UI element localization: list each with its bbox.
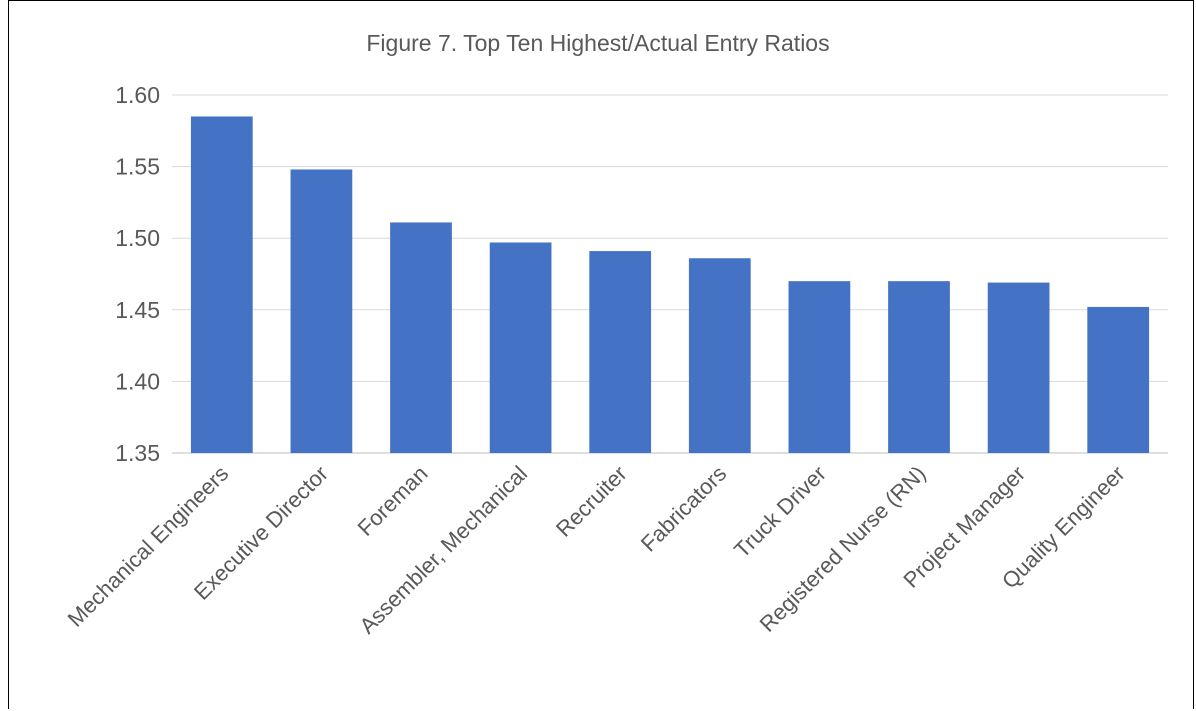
bar [589, 251, 652, 453]
x-category-label: Registered Nurse (RN) [755, 461, 931, 637]
x-category-label: Mechanical Engineers [63, 461, 234, 632]
x-category-label: Truck Driver [729, 461, 831, 563]
y-tick-label: 1.60 [115, 82, 160, 108]
x-category-label: Foreman [353, 461, 433, 541]
bar [1087, 306, 1150, 453]
bar [290, 169, 353, 454]
y-tick-label: 1.35 [115, 440, 160, 466]
bar [987, 282, 1050, 453]
y-tick-label: 1.45 [115, 297, 160, 323]
bar [788, 281, 851, 453]
bar [688, 258, 751, 453]
y-tick-label: 1.50 [115, 225, 160, 251]
bar [390, 222, 452, 453]
x-category-label: Fabricators [636, 461, 731, 556]
bars [190, 116, 1150, 454]
x-category-label: Assembler, Mechanical [354, 461, 532, 639]
chart-title: Figure 7. Top Ten Highest/Actual Entry R… [366, 30, 830, 56]
y-axis-ticks: 1.35 1.40 1.45 1.50 1.55 1.60 [115, 82, 160, 466]
bar [888, 281, 950, 453]
x-category-label: Recruiter [551, 461, 632, 542]
bar [489, 242, 552, 453]
bar [190, 116, 253, 453]
y-tick-label: 1.40 [115, 368, 160, 394]
y-tick-label: 1.55 [115, 154, 160, 180]
